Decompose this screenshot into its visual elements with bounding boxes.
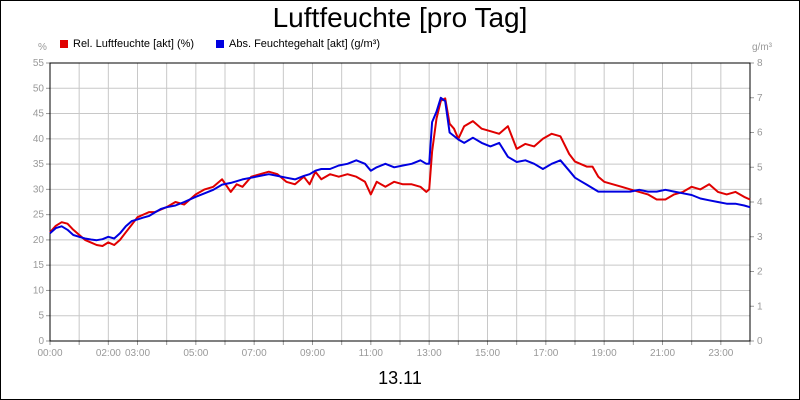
y-tick-label-left: 55 xyxy=(33,58,45,69)
y-tick-label-right: 4 xyxy=(757,197,763,208)
y-tick-label-right: 7 xyxy=(757,93,763,104)
x-tick-label: 15:00 xyxy=(475,348,500,359)
legend-swatch-blue xyxy=(216,40,224,48)
y-tick-label-right: 1 xyxy=(757,301,763,312)
x-tick-label: 19:00 xyxy=(592,348,617,359)
x-tick-label: 02:00 xyxy=(96,348,121,359)
y-tick-label-left: 0 xyxy=(38,336,44,347)
y-tick-label-left: 5 xyxy=(38,311,44,322)
y-tick-label-left: 35 xyxy=(33,159,45,170)
x-tick-label: 05:00 xyxy=(183,348,208,359)
y-tick-label-right: 0 xyxy=(757,336,763,347)
y-tick-label-right: 2 xyxy=(757,267,763,278)
x-tick-label: 23:00 xyxy=(708,348,733,359)
legend-swatch-red xyxy=(60,40,68,48)
legend-item-relative-humidity: Rel. Luftfeuchte [akt] (%) xyxy=(60,38,194,50)
legend-item-absolute-humidity: Abs. Feuchtegehalt [akt] (g/m³) xyxy=(216,38,380,50)
plot-border xyxy=(49,62,751,342)
right-axis-unit: g/m³ xyxy=(752,42,772,53)
x-tick-label: 09:00 xyxy=(300,348,325,359)
y-tick-label-left: 50 xyxy=(33,83,45,94)
y-tick-label-right: 5 xyxy=(757,162,763,173)
chart-title: Luftfeuchte [pro Tag] xyxy=(272,2,528,33)
x-tick-label: 03:00 xyxy=(125,348,150,359)
y-tick-label-right: 3 xyxy=(757,232,763,243)
y-tick-label-left: 25 xyxy=(33,210,45,221)
date-label: 13.11 xyxy=(378,368,422,388)
x-tick-label: 00:00 xyxy=(37,348,62,359)
x-tick-label: 17:00 xyxy=(533,348,558,359)
series-line-absolute-humidity xyxy=(49,96,751,242)
y-tick-label-right: 6 xyxy=(757,128,763,139)
y-tick-label-left: 15 xyxy=(33,260,45,271)
y-tick-label-left: 10 xyxy=(33,285,45,296)
y-tick-label-left: 20 xyxy=(33,235,45,246)
x-tick-label: 07:00 xyxy=(242,348,267,359)
y-tick-label-left: 40 xyxy=(33,134,45,145)
y-tick-label-left: 45 xyxy=(33,109,45,120)
series-line-relative-humidity xyxy=(49,97,751,247)
y-tick-label-left: 30 xyxy=(33,184,45,195)
x-tick-label: 21:00 xyxy=(650,348,675,359)
legend-label-absolute-humidity: Abs. Feuchtegehalt [akt] (g/m³) xyxy=(229,38,381,50)
legend-label-relative-humidity: Rel. Luftfeuchte [akt] (%) xyxy=(73,38,195,50)
y-tick-label-right: 8 xyxy=(757,58,763,69)
x-tick-label: 13:00 xyxy=(417,348,442,359)
left-axis-unit: % xyxy=(38,42,47,53)
x-tick-label: 11:00 xyxy=(359,348,384,359)
